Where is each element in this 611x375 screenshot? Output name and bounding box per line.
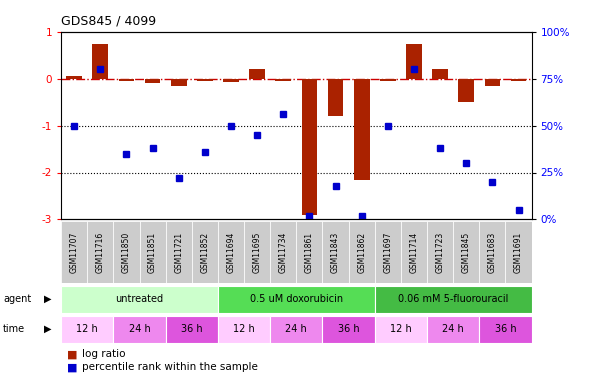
Bar [458,79,474,102]
Bar [67,76,82,79]
Bar [223,79,239,82]
Text: GSM11694: GSM11694 [227,231,235,273]
Bar [218,316,270,343]
Bar [375,316,427,343]
Text: 0.5 uM doxorubicin: 0.5 uM doxorubicin [250,294,343,304]
Bar [119,79,134,81]
Bar [406,44,422,79]
Text: 12 h: 12 h [390,324,412,334]
Text: GSM11843: GSM11843 [331,231,340,273]
Bar [401,221,427,283]
Text: GSM11697: GSM11697 [383,231,392,273]
Bar [479,221,505,283]
Bar [432,69,448,79]
Bar [249,69,265,79]
Bar [485,79,500,86]
Text: 24 h: 24 h [285,324,307,334]
Text: GSM11707: GSM11707 [70,231,79,273]
Text: log ratio: log ratio [82,350,126,359]
Text: GSM11850: GSM11850 [122,231,131,273]
Text: untreated: untreated [115,294,164,304]
Text: GSM11845: GSM11845 [462,231,470,273]
Text: GSM11734: GSM11734 [279,231,288,273]
Bar [276,79,291,81]
Bar [61,221,87,283]
Text: 36 h: 36 h [495,324,516,334]
Text: GSM11723: GSM11723 [436,231,445,273]
Bar [505,221,532,283]
Bar [192,221,218,283]
Bar [139,221,166,283]
Bar [323,221,349,283]
Bar [166,316,218,343]
Bar [296,221,323,283]
Text: agent: agent [3,294,31,304]
Bar [479,316,532,343]
Text: time: time [3,324,25,334]
Text: GSM11861: GSM11861 [305,232,314,273]
Bar [453,221,479,283]
Bar [354,79,370,180]
Bar [145,79,161,82]
Bar [244,221,270,283]
Text: 36 h: 36 h [338,324,359,334]
Bar [427,316,479,343]
Text: 24 h: 24 h [442,324,464,334]
Bar [270,316,323,343]
Text: GSM11714: GSM11714 [409,231,419,273]
Text: ■: ■ [67,350,78,359]
Bar [375,221,401,283]
Text: 24 h: 24 h [129,324,150,334]
Text: GSM11695: GSM11695 [252,231,262,273]
Text: GSM11721: GSM11721 [174,232,183,273]
Bar [349,221,375,283]
Bar [327,79,343,116]
Text: GSM11862: GSM11862 [357,232,366,273]
Bar [61,316,114,343]
Text: GDS845 / 4099: GDS845 / 4099 [61,15,156,28]
Bar [92,44,108,79]
Text: ▶: ▶ [44,324,51,334]
Bar [427,221,453,283]
Bar [197,79,213,81]
Bar [171,79,186,86]
Text: ■: ■ [67,363,78,372]
Text: 12 h: 12 h [76,324,98,334]
Text: GSM11852: GSM11852 [200,232,210,273]
Bar [270,221,296,283]
Text: GSM11716: GSM11716 [96,231,105,273]
Bar [87,221,114,283]
Bar [166,221,192,283]
Text: GSM11851: GSM11851 [148,232,157,273]
Bar [114,316,166,343]
Text: GSM11683: GSM11683 [488,231,497,273]
Bar [61,286,218,313]
Text: GSM11691: GSM11691 [514,231,523,273]
Bar [375,286,532,313]
Text: percentile rank within the sample: percentile rank within the sample [82,363,258,372]
Bar [218,221,244,283]
Text: ▶: ▶ [44,294,51,304]
Text: 12 h: 12 h [233,324,255,334]
Bar [380,79,396,81]
Bar [323,316,375,343]
Text: 0.06 mM 5-fluorouracil: 0.06 mM 5-fluorouracil [398,294,508,304]
Bar [114,221,139,283]
Text: 36 h: 36 h [181,324,203,334]
Bar [511,79,526,81]
Bar [302,79,317,214]
Bar [218,286,375,313]
